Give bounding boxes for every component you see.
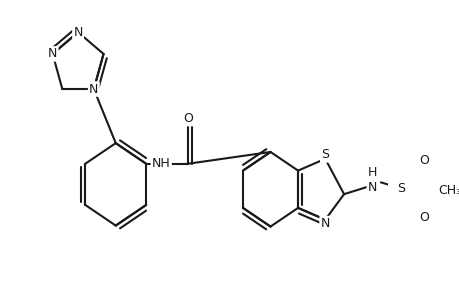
Text: H
N: H N <box>367 167 376 194</box>
Text: S: S <box>320 148 329 161</box>
Text: NH: NH <box>151 157 170 170</box>
Text: N: N <box>89 82 98 95</box>
Text: O: O <box>183 112 192 125</box>
Text: N: N <box>320 217 329 230</box>
Text: O: O <box>419 154 428 167</box>
Text: O: O <box>419 211 428 224</box>
Text: N: N <box>73 26 83 39</box>
Text: CH₃: CH₃ <box>437 184 459 197</box>
Text: N: N <box>48 47 57 60</box>
Text: S: S <box>396 182 404 195</box>
